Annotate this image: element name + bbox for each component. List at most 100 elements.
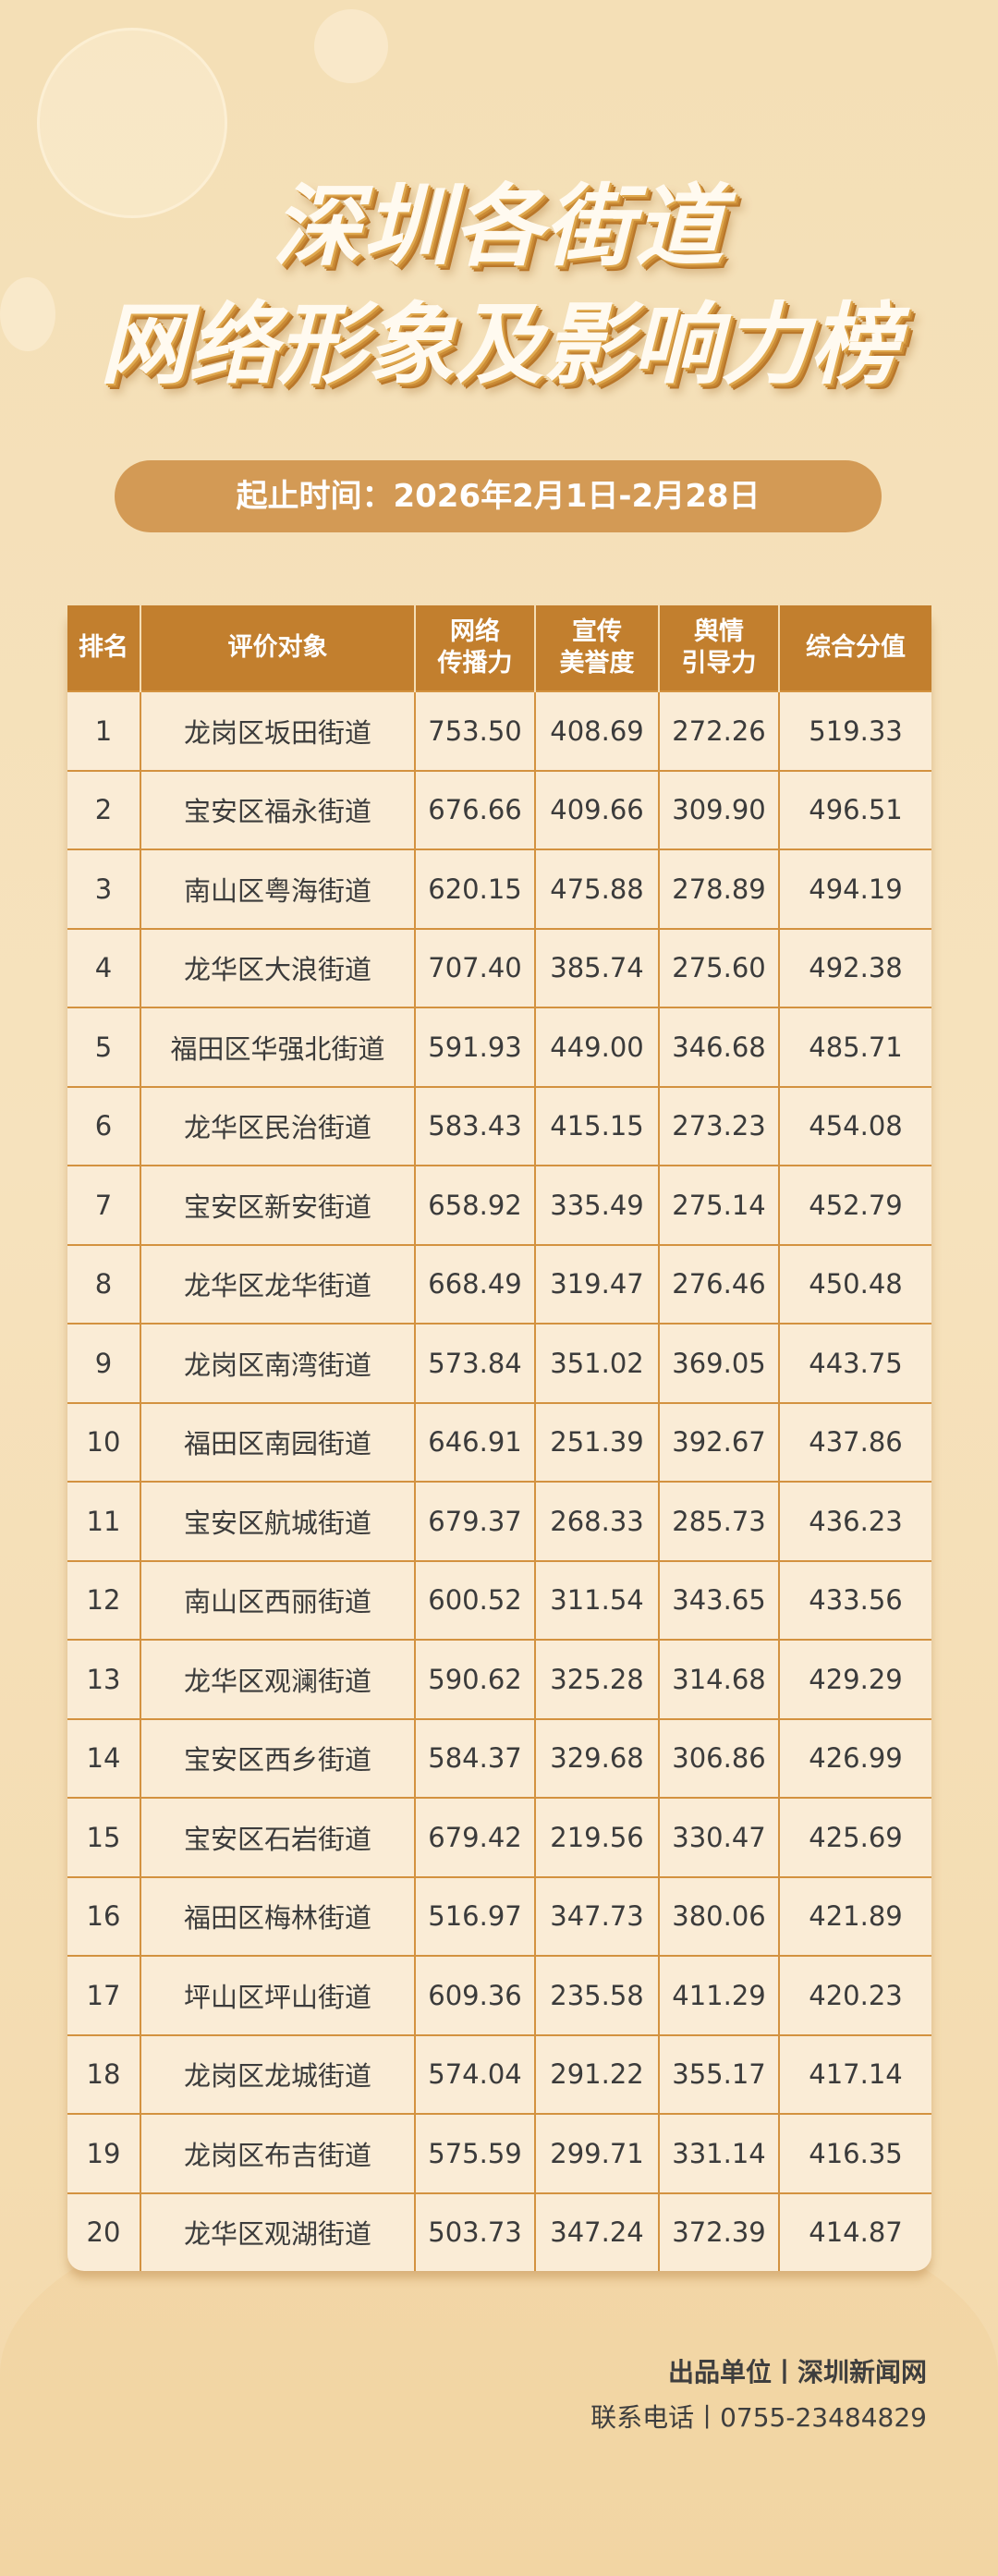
table-row: 17 坪山区坪山街道 609.36 235.58 411.29 420.23	[67, 1955, 931, 2036]
name-cell: 龙华区民治街道	[140, 1085, 416, 1166]
table-row: 13 龙华区观澜街道 590.62 325.28 314.68 429.29	[67, 1639, 931, 1720]
score-cell: 426.99	[778, 1717, 931, 1799]
reputation-cell: 251.39	[534, 1401, 660, 1483]
guidance-cell: 272.26	[658, 690, 780, 772]
guidance-cell: 411.29	[658, 1955, 780, 2036]
guidance-cell: 355.17	[658, 2033, 780, 2115]
period-pill: 起止时间：2026年2月1日-2月28日	[115, 460, 882, 532]
guidance-cell: 331.14	[658, 2113, 780, 2194]
table-header-row: 排名 评价对象 网络 传播力 宣传 美誉度 舆情 引导力 综合分值	[67, 605, 931, 691]
table-row: 16 福田区梅林街道 516.97 347.73 380.06 421.89	[67, 1875, 931, 1957]
rank-cell: 8	[67, 1243, 141, 1325]
name-cell: 龙华区大浪街道	[140, 927, 416, 1008]
reputation-cell: 415.15	[534, 1085, 660, 1166]
guidance-cell: 306.86	[658, 1717, 780, 1799]
name-cell: 福田区梅林街道	[140, 1875, 416, 1957]
table-row: 1 龙岗区坂田街道 753.50 408.69 272.26 519.33	[67, 690, 931, 772]
name-cell: 福田区南园街道	[140, 1401, 416, 1483]
reputation-cell: 311.54	[534, 1559, 660, 1641]
guidance-cell: 276.46	[658, 1243, 780, 1325]
rank-cell: 18	[67, 2033, 141, 2115]
name-cell: 龙岗区南湾街道	[140, 1323, 416, 1404]
reputation-cell: 329.68	[534, 1717, 660, 1799]
table-row: 20 龙华区观湖街道 503.73 347.24 372.39 414.87	[67, 2191, 931, 2271]
spread-cell: 573.84	[414, 1323, 536, 1404]
spread-cell: 679.42	[414, 1797, 536, 1878]
rank-cell: 13	[67, 1639, 141, 1720]
score-cell: 492.38	[778, 927, 931, 1008]
reputation-cell: 319.47	[534, 1243, 660, 1325]
rank-cell: 14	[67, 1717, 141, 1799]
rank-cell: 17	[67, 1955, 141, 2036]
score-cell: 433.56	[778, 1559, 931, 1641]
spread-cell: 753.50	[414, 690, 536, 772]
name-cell: 坪山区坪山街道	[140, 1955, 416, 2036]
reputation-cell: 347.73	[534, 1875, 660, 1957]
score-cell: 420.23	[778, 1955, 931, 2036]
rank-cell: 11	[67, 1481, 141, 1562]
reputation-cell: 335.49	[534, 1165, 660, 1246]
rank-cell: 5	[67, 1007, 141, 1088]
table-row: 15 宝安区石岩街道 679.42 219.56 330.47 425.69	[67, 1797, 931, 1878]
footer-contact: 联系电话丨0755-23484829	[590, 2402, 927, 2433]
name-cell: 龙华区龙华街道	[140, 1243, 416, 1325]
guidance-cell: 380.06	[658, 1875, 780, 1957]
rank-cell: 16	[67, 1875, 141, 1957]
spread-cell: 583.43	[414, 1085, 536, 1166]
table-row: 3 南山区粤海街道 620.15 475.88 278.89 494.19	[67, 848, 931, 930]
table-row: 10 福田区南园街道 646.91 251.39 392.67 437.86	[67, 1401, 931, 1483]
decor-circle-share-icon	[0, 277, 55, 351]
table-row: 6 龙华区民治街道 583.43 415.15 273.23 454.08	[67, 1085, 931, 1166]
guidance-cell: 273.23	[658, 1085, 780, 1166]
guidance-cell: 369.05	[658, 1323, 780, 1404]
name-cell: 南山区西丽街道	[140, 1559, 416, 1641]
reputation-cell: 299.71	[534, 2113, 660, 2194]
name-cell: 宝安区福永街道	[140, 769, 416, 850]
guidance-cell: 346.68	[658, 1007, 780, 1088]
column-header: 宣传 美誉度	[535, 605, 660, 691]
score-cell: 414.87	[778, 2191, 931, 2271]
spread-cell: 516.97	[414, 1875, 536, 1957]
name-cell: 龙华区观澜街道	[140, 1639, 416, 1720]
table-row: 2 宝安区福永街道 676.66 409.66 309.90 496.51	[67, 769, 931, 850]
rank-cell: 1	[67, 690, 141, 772]
reputation-cell: 449.00	[534, 1007, 660, 1088]
spread-cell: 676.66	[414, 769, 536, 850]
spread-cell: 503.73	[414, 2191, 536, 2271]
table-row: 18 龙岗区龙城街道 574.04 291.22 355.17 417.14	[67, 2033, 931, 2115]
rank-cell: 4	[67, 927, 141, 1008]
table-row: 14 宝安区西乡街道 584.37 329.68 306.86 426.99	[67, 1717, 931, 1799]
spread-cell: 679.37	[414, 1481, 536, 1562]
rank-cell: 6	[67, 1085, 141, 1166]
name-cell: 福田区华强北街道	[140, 1007, 416, 1088]
reputation-cell: 219.56	[534, 1797, 660, 1878]
ranking-table: 排名 评价对象 网络 传播力 宣传 美誉度 舆情 引导力 综合分值 1 龙岗区坂田街道 753…	[67, 605, 931, 2271]
column-header: 排名	[67, 605, 141, 691]
table-row: 9 龙岗区南湾街道 573.84 351.02 369.05 443.75	[67, 1323, 931, 1404]
name-cell: 宝安区新安街道	[140, 1165, 416, 1246]
spread-cell: 591.93	[414, 1007, 536, 1088]
score-cell: 452.79	[778, 1165, 931, 1246]
score-cell: 417.14	[778, 2033, 931, 2115]
column-header: 舆情 引导力	[659, 605, 780, 691]
table-row: 19 龙岗区布吉街道 575.59 299.71 331.14 416.35	[67, 2113, 931, 2194]
reputation-cell: 351.02	[534, 1323, 660, 1404]
guidance-cell: 392.67	[658, 1401, 780, 1483]
table-row: 8 龙华区龙华街道 668.49 319.47 276.46 450.48	[67, 1243, 931, 1325]
score-cell: 429.29	[778, 1639, 931, 1720]
rank-cell: 12	[67, 1559, 141, 1641]
reputation-cell: 385.74	[534, 927, 660, 1008]
spread-cell: 668.49	[414, 1243, 536, 1325]
guidance-cell: 278.89	[658, 848, 780, 930]
rank-cell: 10	[67, 1401, 141, 1483]
name-cell: 宝安区石岩街道	[140, 1797, 416, 1878]
spread-cell: 609.36	[414, 1955, 536, 2036]
table-row: 5 福田区华强北街道 591.93 449.00 346.68 485.71	[67, 1007, 931, 1088]
rank-cell: 15	[67, 1797, 141, 1878]
spread-cell: 600.52	[414, 1559, 536, 1641]
spread-cell: 574.04	[414, 2033, 536, 2115]
guidance-cell: 285.73	[658, 1481, 780, 1562]
name-cell: 龙岗区坂田街道	[140, 690, 416, 772]
spread-cell: 575.59	[414, 2113, 536, 2194]
spread-cell: 707.40	[414, 927, 536, 1008]
